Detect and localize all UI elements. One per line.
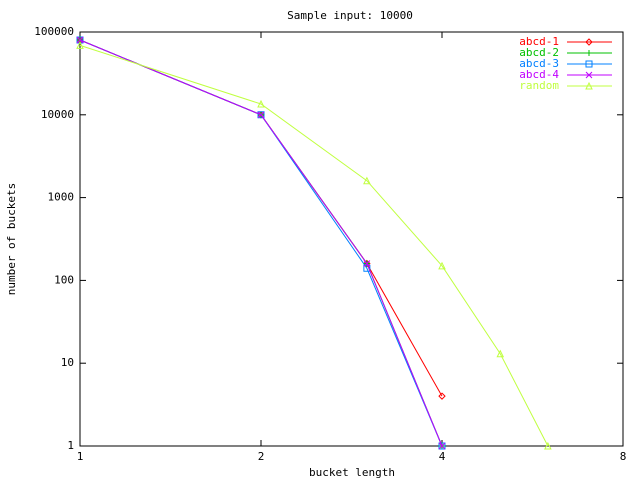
legend-label: abcd-4 bbox=[519, 68, 559, 81]
point-marker bbox=[257, 99, 265, 108]
series-line bbox=[79, 39, 443, 447]
x-tick-label: 1 bbox=[77, 450, 84, 463]
point-marker bbox=[363, 176, 371, 185]
chart-title: Sample input: 10000 bbox=[287, 9, 413, 22]
y-tick-label: 1000 bbox=[48, 191, 75, 204]
point-marker bbox=[76, 36, 84, 44]
point-marker bbox=[257, 111, 265, 119]
point-marker bbox=[544, 441, 552, 450]
x-axis-label: bucket length bbox=[309, 466, 395, 479]
x-tick-label: 8 bbox=[620, 450, 627, 463]
legend-marker bbox=[585, 60, 593, 68]
point-marker bbox=[438, 442, 446, 450]
y-axis-label: number of buckets bbox=[5, 183, 18, 296]
series-line bbox=[79, 44, 549, 447]
point-marker bbox=[496, 349, 505, 358]
legend-marker bbox=[585, 71, 593, 79]
legend-marker bbox=[586, 50, 592, 56]
point-marker bbox=[76, 36, 84, 44]
point-marker bbox=[438, 392, 446, 400]
x-tick-label: 4 bbox=[439, 450, 446, 463]
y-tick-label: 1 bbox=[67, 439, 74, 452]
legend-marker bbox=[585, 81, 593, 90]
x-tick-label: 2 bbox=[258, 450, 265, 463]
y-tick-label: 10000 bbox=[41, 108, 74, 121]
legend-label: abcd-3 bbox=[519, 57, 559, 70]
legend-label: abcd-2 bbox=[519, 46, 559, 59]
plot-border bbox=[79, 31, 624, 447]
y-tick-label: 100000 bbox=[34, 25, 74, 38]
legend-marker bbox=[585, 38, 593, 46]
y-tick-label: 10 bbox=[61, 356, 74, 369]
point-marker bbox=[363, 259, 371, 268]
point-marker bbox=[363, 260, 371, 267]
point-marker bbox=[438, 261, 446, 270]
legend-label: abcd-1 bbox=[519, 35, 559, 48]
legend-label: random bbox=[519, 79, 559, 92]
y-tick-label: 100 bbox=[54, 273, 74, 286]
point-marker bbox=[76, 41, 84, 49]
